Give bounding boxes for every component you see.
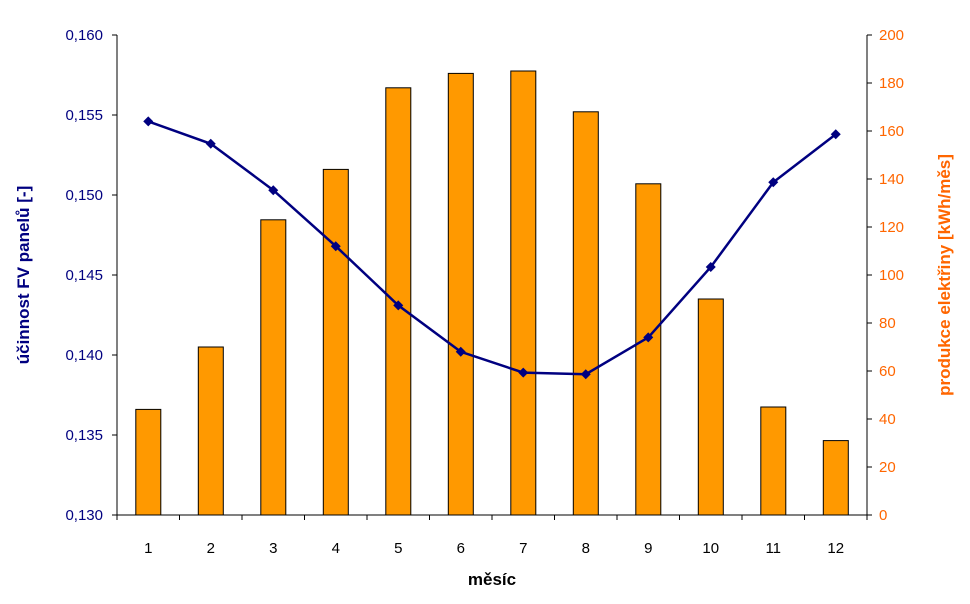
line-layer (143, 116, 841, 380)
left-tick-label: 0,155 (65, 107, 103, 124)
bar-4 (322, 168, 349, 516)
x-tick-label: 8 (582, 540, 590, 557)
x-tick-label: 5 (394, 540, 402, 557)
efficiency-point-4 (330, 241, 341, 252)
efficiency-point-9 (643, 332, 654, 343)
efficiency-point-12 (830, 129, 841, 140)
bar-1 (135, 408, 162, 516)
bar-7 (510, 70, 537, 516)
x-tick-label: 2 (207, 540, 215, 557)
bar-6 (447, 72, 474, 516)
x-tick-label: 12 (827, 540, 844, 557)
efficiency-point-2 (205, 138, 216, 149)
right-tick-label: 180 (879, 75, 904, 92)
efficiency-point-7 (518, 367, 529, 378)
left-tick-label: 0,150 (65, 187, 103, 204)
x-tick-label: 3 (269, 540, 277, 557)
efficiency-point-3 (268, 185, 279, 196)
left-tick-label: 0,140 (65, 347, 103, 364)
x-tick-label: 11 (765, 540, 781, 557)
axes-layer (112, 34, 872, 520)
left-axis-label: účinnost FV panelů [-] (14, 186, 33, 365)
left-tick-label: 0,135 (65, 427, 103, 444)
right-tick-label: 200 (879, 27, 904, 44)
bar-8 (572, 111, 599, 516)
bars-layer (135, 70, 849, 516)
right-axis-label: produkce elektřiny [kWh/měs] (935, 154, 954, 396)
right-tick-label: 0 (879, 507, 887, 524)
right-tick-label: 120 (879, 219, 904, 236)
x-tick-label: 4 (332, 540, 340, 557)
bar-9 (635, 183, 662, 516)
left-tick-label: 0,160 (65, 27, 103, 44)
efficiency-point-10 (705, 262, 716, 272)
bar-10 (697, 298, 724, 516)
right-tick-label: 140 (879, 171, 904, 188)
left-tick-label: 0,145 (65, 267, 103, 284)
right-tick-label: 80 (879, 315, 896, 332)
efficiency-point-5 (393, 300, 404, 311)
right-tick-label: 160 (879, 123, 904, 140)
x-axis-label: měsíc (468, 570, 516, 589)
ticks-layer: 0,130 0,135 0,140 0,145 0,150 0,155 0,160 0 20 40… (65, 27, 904, 557)
x-tick-label: 1 (144, 540, 152, 557)
right-tick-label: 100 (879, 267, 904, 284)
efficiency-point-8 (580, 369, 591, 380)
x-tick-label: 9 (644, 540, 652, 557)
bar-2 (197, 346, 224, 516)
efficiency-point-6 (455, 346, 466, 357)
left-tick-label: 0,130 (65, 507, 103, 524)
efficiency-point-11 (768, 177, 779, 188)
x-tick-label: 10 (702, 540, 719, 557)
bar-12 (822, 440, 849, 516)
right-tick-label: 20 (879, 459, 896, 476)
x-tick-label: 7 (519, 540, 527, 557)
bar-11 (760, 406, 787, 516)
right-tick-label: 40 (879, 411, 896, 428)
right-tick-label: 60 (879, 363, 896, 380)
bar-3 (260, 219, 287, 516)
efficiency-point-1 (143, 116, 154, 127)
efficiency-line (147, 120, 837, 376)
x-tick-label: 6 (457, 540, 465, 557)
